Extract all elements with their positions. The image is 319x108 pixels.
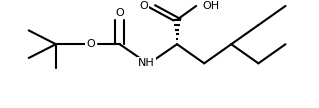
Text: NH: NH xyxy=(138,58,155,68)
Text: O: O xyxy=(86,39,95,49)
Text: O: O xyxy=(115,8,124,18)
Text: O: O xyxy=(140,1,148,11)
Text: OH: OH xyxy=(203,1,220,11)
